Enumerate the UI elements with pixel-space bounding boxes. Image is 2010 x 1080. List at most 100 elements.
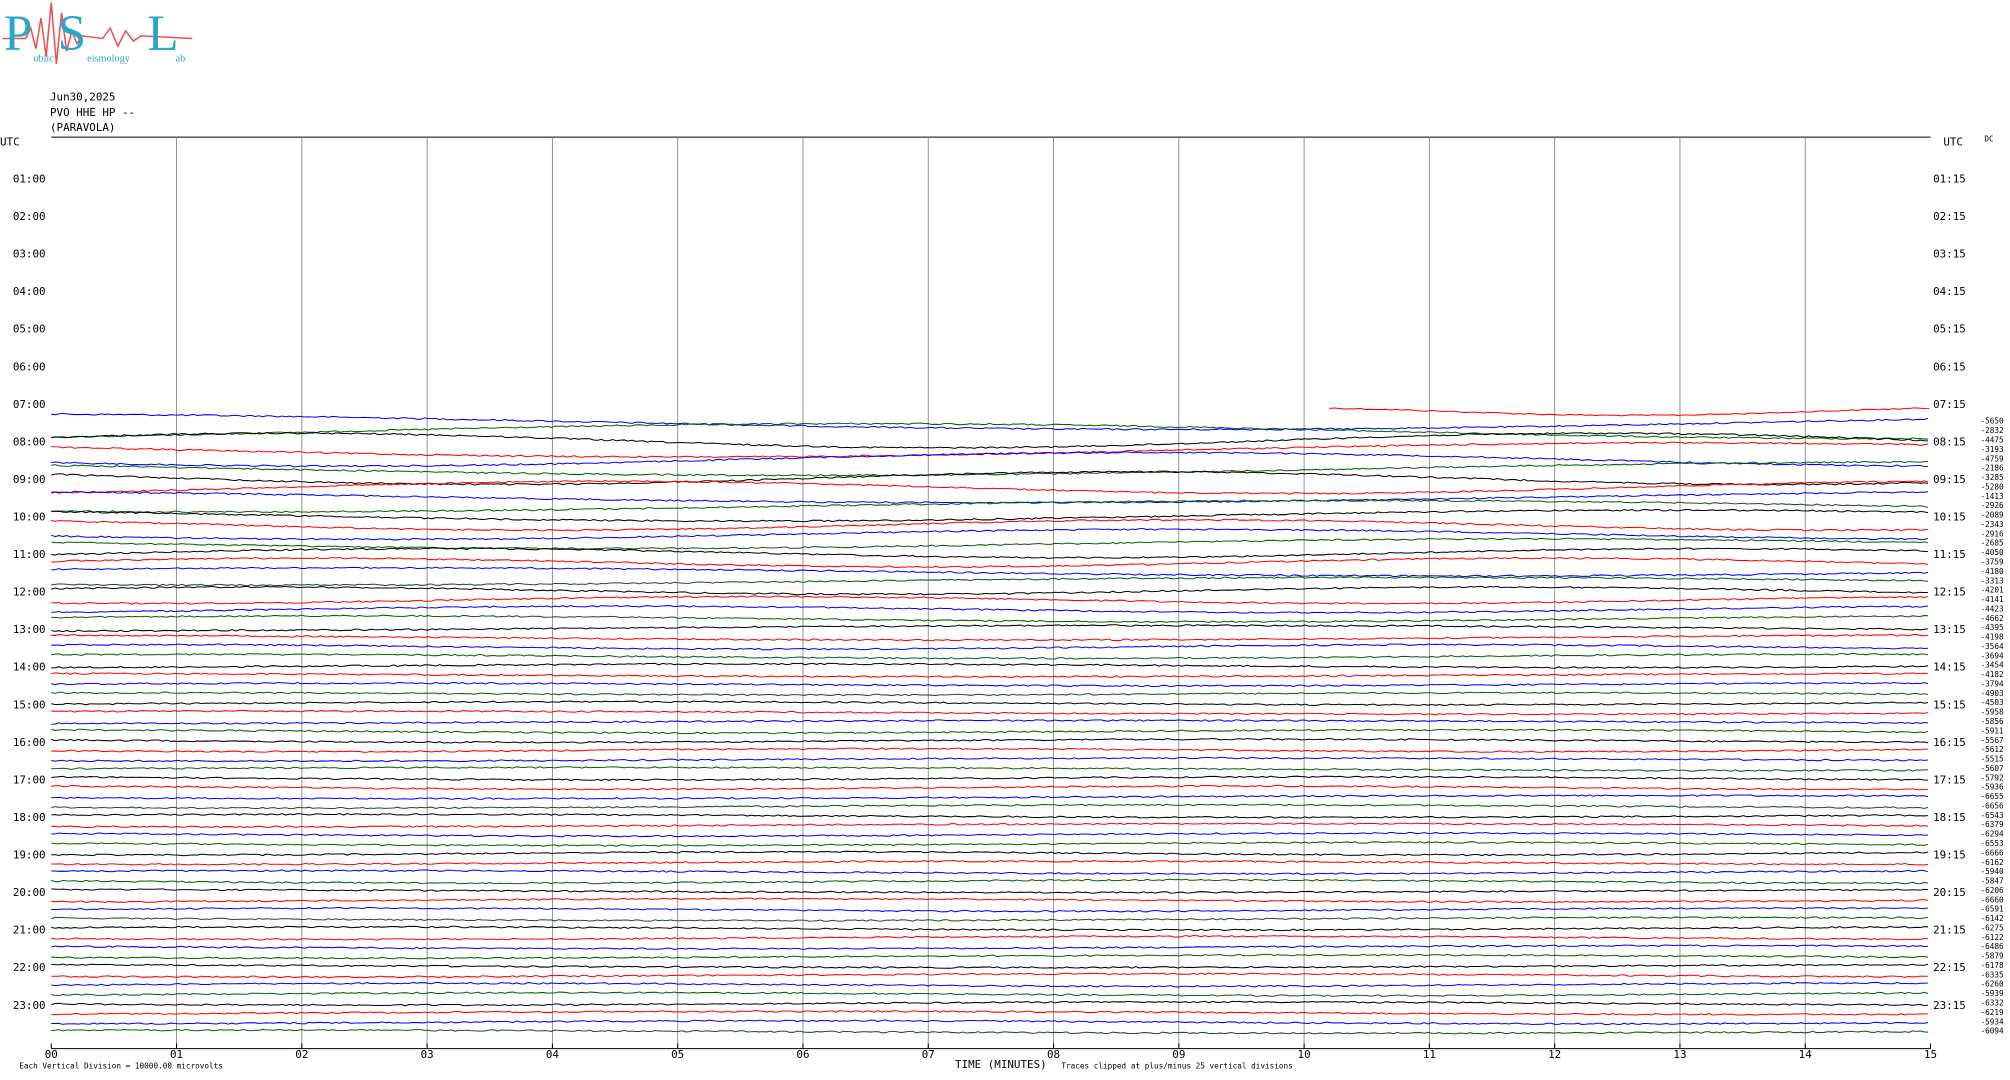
trace bbox=[51, 944, 1928, 951]
hour-label: 08:00 bbox=[13, 435, 46, 448]
trace bbox=[51, 709, 1929, 716]
dc-offset: -5940 bbox=[1981, 867, 2005, 876]
trace bbox=[51, 888, 1929, 894]
dc-offset: -6094 bbox=[1981, 1027, 2005, 1036]
logo-wave bbox=[2, 2, 193, 65]
hour-label: 07:15 bbox=[1933, 398, 1966, 411]
minute-label: 00 bbox=[45, 1048, 58, 1061]
trace bbox=[51, 537, 1929, 550]
dc-offset: -6660 bbox=[1981, 895, 2005, 904]
trace bbox=[51, 822, 1929, 829]
hour-label: 22:00 bbox=[13, 961, 46, 974]
dc-offset: -2926 bbox=[1981, 501, 2005, 510]
minute-label: 04 bbox=[546, 1048, 560, 1061]
trace bbox=[51, 441, 1929, 459]
trace bbox=[51, 737, 1929, 744]
trace bbox=[51, 528, 1929, 541]
trace bbox=[51, 547, 1928, 559]
hour-label: 07:00 bbox=[13, 398, 46, 411]
dc-offset: -5650 bbox=[1981, 417, 2005, 426]
hour-label: 09:00 bbox=[13, 473, 46, 486]
trace bbox=[51, 422, 1928, 440]
trace bbox=[51, 784, 1928, 791]
dc-offset: -5847 bbox=[1981, 877, 2005, 886]
trace bbox=[51, 812, 1928, 819]
left-title: UTC bbox=[0, 135, 20, 148]
trace bbox=[51, 605, 1928, 614]
dc-offset: -4423 bbox=[1981, 604, 2005, 613]
minute-label: 09 bbox=[1172, 1048, 1185, 1061]
dc-offset: -6486 bbox=[1981, 942, 2005, 951]
dc-offset: -1413 bbox=[1981, 492, 2005, 501]
dc-offset: -5792 bbox=[1981, 773, 2004, 782]
right-title: UTC bbox=[1943, 135, 1963, 148]
dc-offset: -3193 bbox=[1981, 445, 2005, 454]
dc-offset: -6332 bbox=[1981, 999, 2004, 1008]
hour-label: 12:00 bbox=[13, 586, 46, 599]
trace bbox=[51, 431, 1928, 449]
trace bbox=[51, 614, 1928, 624]
hour-label: 10:00 bbox=[13, 511, 46, 524]
dc-offset: -6122 bbox=[1981, 933, 2004, 942]
trace bbox=[51, 518, 1929, 532]
minute-label: 06 bbox=[796, 1048, 809, 1061]
trace bbox=[51, 878, 1929, 885]
hour-label: 15:00 bbox=[13, 698, 46, 711]
dc-offset: -6553 bbox=[1981, 839, 2005, 848]
hour-label: 13:15 bbox=[1933, 623, 1966, 636]
trace bbox=[51, 412, 1929, 431]
dc-offset: -6335 bbox=[1981, 970, 2005, 979]
trace bbox=[51, 897, 1929, 904]
dc-offset: -5879 bbox=[1981, 952, 2005, 961]
logo-word: ab bbox=[176, 53, 186, 64]
minute-label: 15 bbox=[1924, 1048, 1937, 1061]
trace bbox=[51, 681, 1929, 688]
trace bbox=[51, 991, 1929, 997]
hour-label: 08:15 bbox=[1933, 435, 1966, 448]
trace bbox=[51, 841, 1929, 847]
dc-offset: -5856 bbox=[1981, 717, 2005, 726]
trace bbox=[1329, 407, 1930, 417]
trace bbox=[51, 624, 1929, 633]
dc-offset: -6656 bbox=[1981, 801, 2005, 810]
dc-offset: -4475 bbox=[1981, 436, 2005, 445]
trace bbox=[51, 906, 1929, 913]
minute-label: 08 bbox=[1047, 1048, 1060, 1061]
hour-label: 20:00 bbox=[13, 886, 46, 899]
minute-label: 13 bbox=[1673, 1048, 1686, 1061]
hour-label: 12:15 bbox=[1933, 586, 1966, 599]
trace bbox=[51, 850, 1929, 857]
logo-word: ublic bbox=[33, 53, 54, 64]
date: Jun30,2025 bbox=[50, 90, 115, 103]
dc-offset: -3759 bbox=[1981, 557, 2005, 566]
trace bbox=[51, 499, 1929, 514]
dc-offset: -2832 bbox=[1981, 426, 2004, 435]
x-title: TIME (MINUTES) bbox=[955, 1058, 1047, 1071]
hour-label: 22:15 bbox=[1933, 961, 1966, 974]
trace bbox=[51, 691, 1929, 697]
trace bbox=[51, 490, 1929, 504]
logo-letter: P bbox=[4, 5, 33, 62]
trace bbox=[51, 1010, 1928, 1016]
hour-label: 15:15 bbox=[1933, 698, 1966, 711]
minute-label: 10 bbox=[1298, 1048, 1311, 1061]
dc-offset: -4182 bbox=[1981, 670, 2004, 679]
dc-offset: -5939 bbox=[1981, 989, 2005, 998]
hour-label: 16:15 bbox=[1933, 736, 1966, 749]
trace bbox=[51, 916, 1929, 922]
hour-label: 04:00 bbox=[13, 285, 46, 298]
dc-offset: -3794 bbox=[1981, 679, 2005, 688]
trace bbox=[51, 585, 1928, 596]
trace bbox=[51, 576, 1928, 587]
minute-label: 14 bbox=[1799, 1048, 1813, 1061]
hour-label: 18:15 bbox=[1933, 811, 1966, 824]
trace bbox=[51, 925, 1928, 932]
dc-offset: -4662 bbox=[1981, 614, 2004, 623]
dc-offset: -5612 bbox=[1981, 745, 2004, 754]
minute-label: 12 bbox=[1548, 1048, 1561, 1061]
minute-label: 02 bbox=[295, 1048, 308, 1061]
dc-offset: -4201 bbox=[1981, 586, 2005, 595]
dc-offset: -6178 bbox=[1981, 961, 2005, 970]
dc-offset: -6260 bbox=[1981, 980, 2005, 989]
